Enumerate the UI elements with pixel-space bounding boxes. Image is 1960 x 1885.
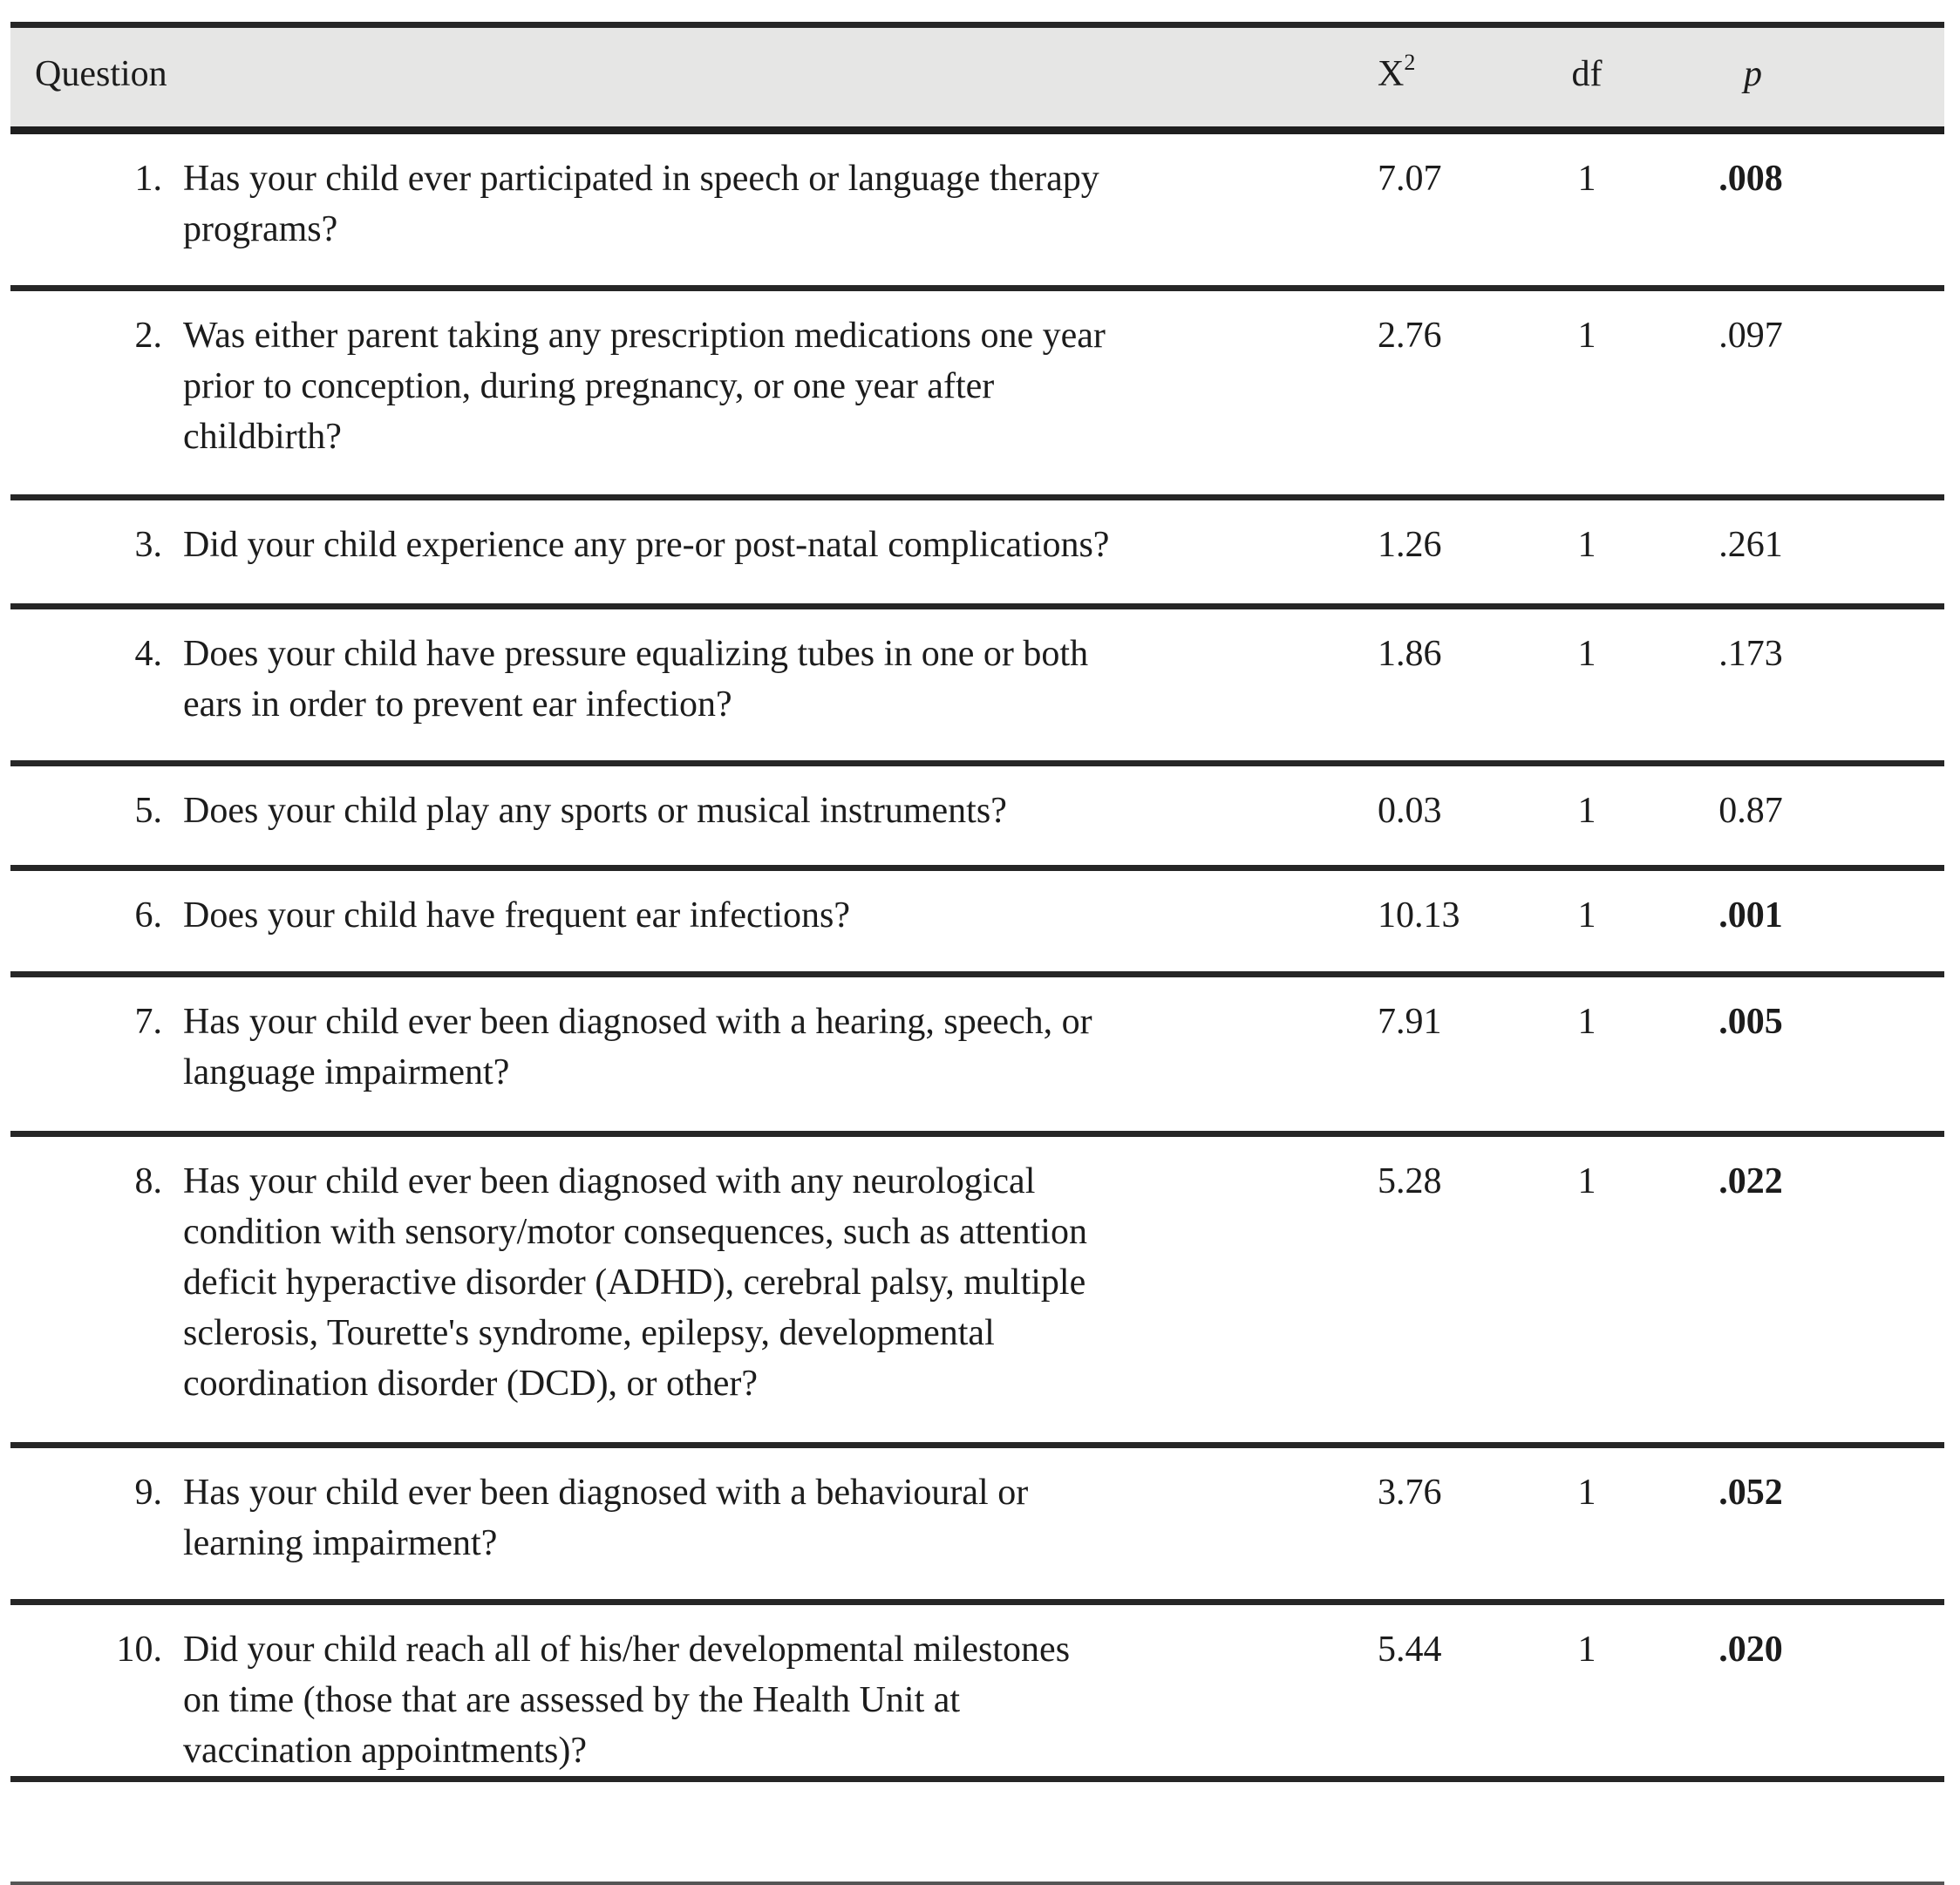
table-row-8: 8. Has your child ever been diagnosed wi…	[10, 1137, 1944, 1448]
question-number: 6.	[134, 895, 163, 936]
question-number: 8.	[134, 1161, 163, 1201]
df-value: 1	[1577, 1002, 1596, 1042]
p-value: .020	[1718, 1630, 1783, 1670]
chi-square-value: 3.76	[1378, 1473, 1442, 1513]
p-value: .052	[1718, 1473, 1783, 1513]
p-value: .005	[1718, 1002, 1783, 1042]
p-value: .001	[1718, 895, 1783, 936]
question-text: Does your child have frequent ear infect…	[183, 895, 851, 936]
df-value: 1	[1577, 316, 1596, 356]
chi-square-value: 7.07	[1378, 159, 1442, 199]
table-row-9: 9. Has your child ever been diagnosed wi…	[10, 1448, 1944, 1605]
p-value: .173	[1718, 634, 1783, 674]
question-text: Has your child ever been diagnosed with …	[183, 1002, 1092, 1092]
document-sheet: Question X2 df p 1. Has your child ever …	[10, 22, 1944, 1885]
chi-square-value: 1.26	[1378, 525, 1442, 565]
chi-square-value: 5.44	[1378, 1630, 1442, 1670]
table-header-row: Question X2 df p	[10, 28, 1944, 134]
df-value: 1	[1577, 1161, 1596, 1201]
table-row-5: 5. Does your child play any sports or mu…	[10, 766, 1944, 871]
question-number: 9.	[134, 1473, 163, 1513]
p-value: .022	[1718, 1161, 1783, 1201]
question-text: Does your child play any sports or music…	[183, 791, 1007, 831]
df-value: 1	[1577, 791, 1596, 831]
df-value: 1	[1577, 159, 1596, 199]
table-row-4: 4. Does your child have pressure equaliz…	[10, 609, 1944, 766]
question-number: 4.	[134, 634, 163, 674]
chi-square-value: 5.28	[1378, 1161, 1442, 1201]
column-header-chi-square: X2	[1378, 28, 1517, 99]
table-footer-spacer-row	[10, 1782, 1944, 1885]
p-value: 0.87	[1718, 791, 1783, 831]
question-text: Has your child ever been diagnosed with …	[183, 1473, 1029, 1563]
table-row-6: 6. Does your child have frequent ear inf…	[10, 871, 1944, 977]
column-header-p: p	[1744, 54, 1762, 94]
df-value: 1	[1577, 634, 1596, 674]
question-text: Did your child reach all of his/her deve…	[183, 1630, 1071, 1771]
chi-square-value: 1.86	[1378, 634, 1442, 674]
chi-square-base: X	[1378, 54, 1405, 94]
table-row-7: 7. Has your child ever been diagnosed wi…	[10, 977, 1944, 1137]
df-value: 1	[1577, 525, 1596, 565]
question-text: Did your child experience any pre-or pos…	[183, 525, 1110, 565]
table-row-3: 3. Did your child experience any pre-or …	[10, 500, 1944, 609]
chi-square-value: 2.76	[1378, 316, 1442, 356]
question-text: Does your child have pressure equalizing…	[183, 634, 1089, 725]
chi-square-value: 0.03	[1378, 791, 1442, 831]
question-text: Was either parent taking any prescriptio…	[183, 316, 1106, 457]
chi-square-value: 7.91	[1378, 1002, 1442, 1042]
question-text: Has your child ever participated in spee…	[183, 159, 1099, 249]
table-row-2: 2. Was either parent taking any prescrip…	[10, 291, 1944, 500]
question-number: 7.	[134, 1002, 163, 1042]
question-text: Has your child ever been diagnosed with …	[183, 1161, 1087, 1404]
question-number: 5.	[134, 791, 163, 831]
column-header-question: Question	[35, 54, 167, 94]
df-value: 1	[1577, 1630, 1596, 1670]
chi-square-value: 10.13	[1378, 895, 1460, 936]
df-value: 1	[1577, 1473, 1596, 1513]
question-number: 1.	[134, 159, 163, 199]
table-row-1: 1. Has your child ever participated in s…	[10, 134, 1944, 291]
chi-square-exponent: 2	[1404, 50, 1416, 75]
chi-square-results-table: Question X2 df p 1. Has your child ever …	[10, 22, 1944, 1885]
p-value: .008	[1718, 159, 1783, 199]
df-value: 1	[1577, 895, 1596, 936]
p-value: .261	[1718, 525, 1783, 565]
question-number: 3.	[134, 525, 163, 565]
p-value: .097	[1718, 316, 1783, 356]
table-row-10: 10. Did your child reach all of his/her …	[10, 1605, 1944, 1782]
column-header-df: df	[1571, 54, 1603, 94]
question-number: 2.	[134, 316, 163, 356]
question-number: 10.	[116, 1630, 163, 1670]
